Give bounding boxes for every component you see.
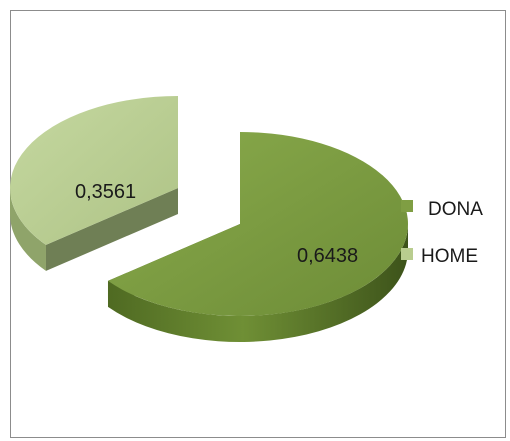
pie-slice-top-dona bbox=[107, 132, 409, 316]
pie-slice-home bbox=[9, 96, 179, 271]
data-label-dona: 0,6438 bbox=[297, 245, 358, 267]
data-label-home: 0,3561 bbox=[75, 181, 136, 203]
legend-swatch-home bbox=[401, 248, 413, 260]
legend-swatch-dona bbox=[401, 200, 413, 212]
pie-slice-side bbox=[107, 224, 408, 342]
pie-slice-cut-face bbox=[45, 188, 179, 271]
legend-item-home: HOME bbox=[401, 246, 478, 267]
legend-item-dona: DONA bbox=[401, 199, 483, 220]
pie-slice-side bbox=[10, 188, 46, 271]
pie-slice-dona bbox=[107, 132, 409, 342]
legend-label-home: HOME bbox=[421, 246, 478, 267]
legend-label-dona: DONA bbox=[428, 199, 483, 220]
legend: DONA HOME bbox=[401, 199, 483, 267]
pie-slice-top-home bbox=[9, 96, 178, 245]
pie-slices bbox=[9, 96, 409, 342]
